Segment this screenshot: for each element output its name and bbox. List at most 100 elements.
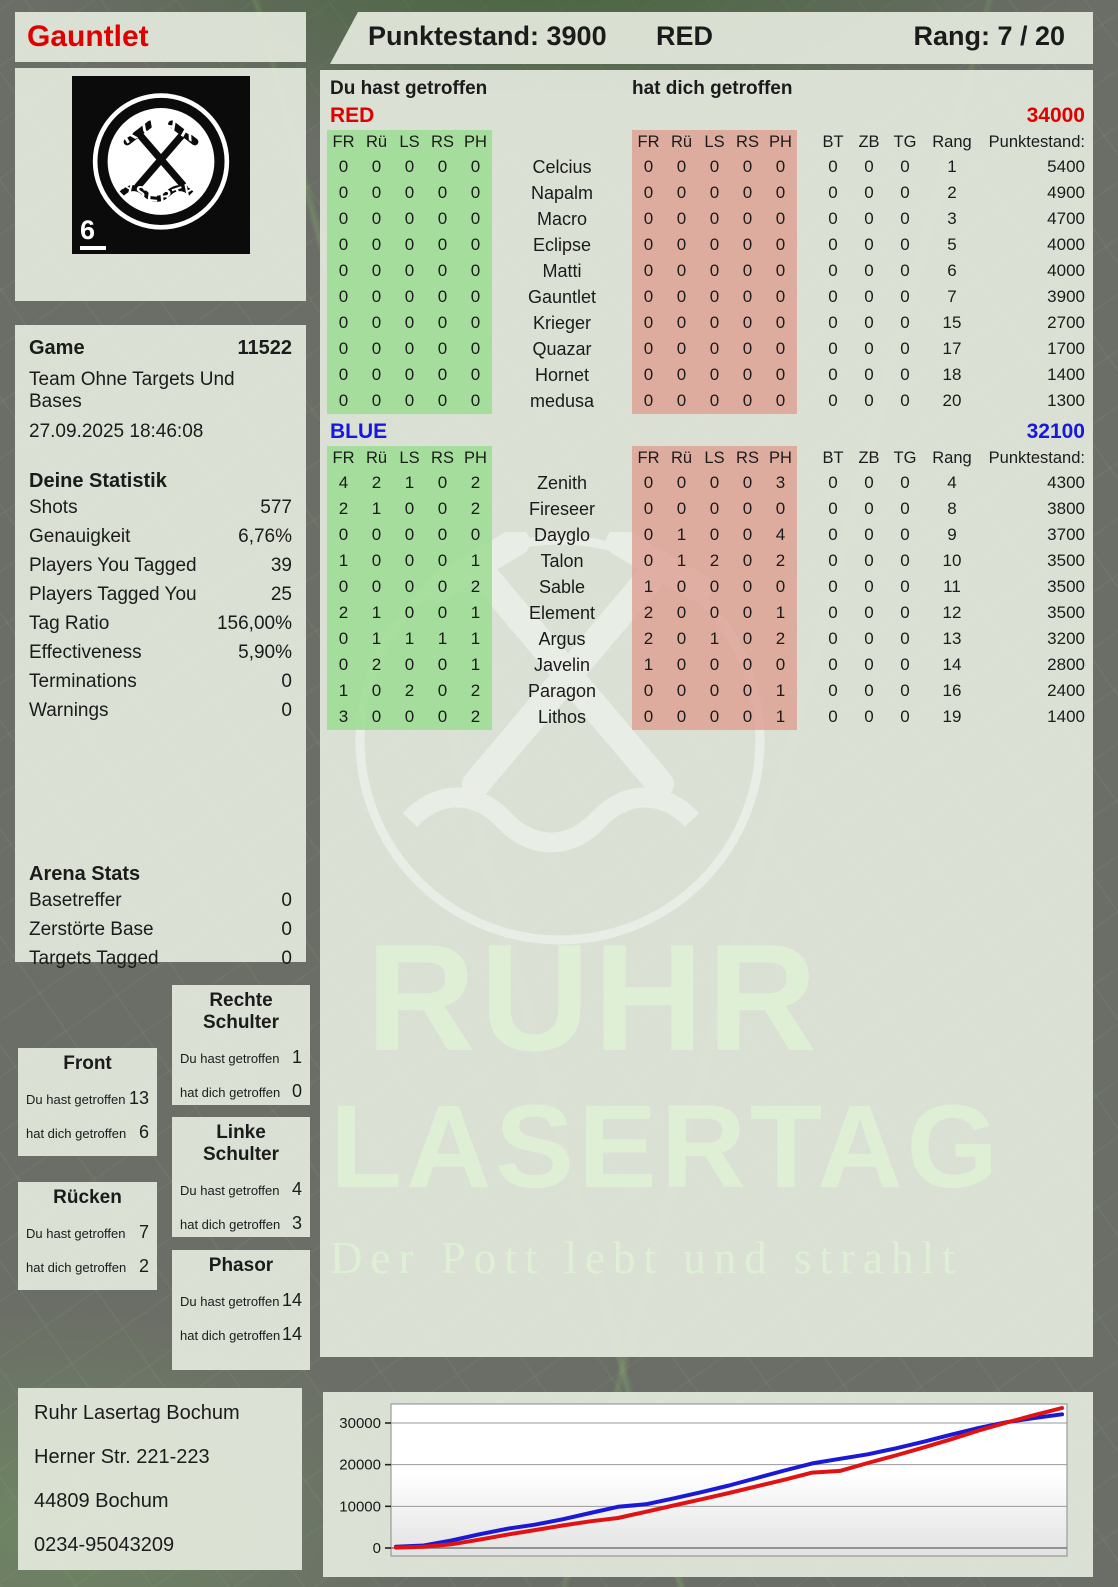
spacer xyxy=(797,388,815,414)
them-hit-cell: 0 xyxy=(665,470,698,496)
stat-row: Targets Tagged 0 xyxy=(29,944,292,973)
them-hit-cell: 0 xyxy=(731,154,764,180)
spacer xyxy=(797,284,815,310)
watermark-line2: LASERTAG xyxy=(330,1081,1003,1213)
score-cell: 4000 xyxy=(1047,261,1085,280)
rank-cell: 12 xyxy=(942,603,962,622)
extra-cell: 0 xyxy=(864,183,874,202)
score-cell: 4000 xyxy=(1047,235,1085,254)
player-col-header xyxy=(492,446,632,470)
them-hit-cell: 0 xyxy=(731,336,764,362)
them-hit-cell: 0 xyxy=(665,362,698,388)
them-hit-cell: 0 xyxy=(698,336,731,362)
them-hit-cell: 0 xyxy=(731,652,764,678)
them-hit-cell: 1 xyxy=(764,600,797,626)
zone-them-value: 14 xyxy=(281,1324,302,1344)
them-hit-cell: 0 xyxy=(665,310,698,336)
extra-cell: 0 xyxy=(828,707,838,726)
blue-team-table: FR Rü LS RS PH FR Rü LS RS PH BT ZB TG Rang Punktestan… xyxy=(320,446,1093,730)
them-hit-cell: 0 xyxy=(731,496,764,522)
player-name-cell: Gauntlet xyxy=(527,287,597,307)
col-header: LS xyxy=(393,446,426,470)
extra-cell: 0 xyxy=(864,603,874,622)
score-row: 3 0 0 0 2 Lithos 0 0 0 0 1 0 0 0 19 1400 xyxy=(320,704,1093,730)
club-logo-icon: RUHR LASERTAG xyxy=(92,93,230,230)
zone-title: Phasor xyxy=(208,1255,274,1276)
them-hit-cell: 1 xyxy=(764,678,797,704)
blue-team-section: BLUE 32100 FR Rü LS RS PH FR Rü LS RS PH BT ZB TG Ran… xyxy=(320,420,1093,730)
score-row: 0 0 0 0 2 Sable 1 0 0 0 0 0 0 0 11 3500 xyxy=(320,574,1093,600)
them-hit-cell: 0 xyxy=(665,678,698,704)
them-hit-cell: 0 xyxy=(731,470,764,496)
extra-cell: 0 xyxy=(900,577,910,596)
them-hit-cell: 0 xyxy=(764,232,797,258)
them-hit-cell: 0 xyxy=(665,626,698,652)
score-cell: 2700 xyxy=(1047,313,1085,332)
game-mode: Team Ohne Targets Und Bases xyxy=(29,369,235,412)
them-hit-cell: 2 xyxy=(764,626,797,652)
zone-right-shoulder: Rechte Schulter Du hast getroffen 1 hat d… xyxy=(172,985,310,1105)
score-cell: 3500 xyxy=(1047,551,1085,570)
player-name-cell: Javelin xyxy=(533,655,591,675)
them-hit-cell: 0 xyxy=(698,652,731,678)
player-name-cell: medusa xyxy=(529,391,595,411)
them-hit-cell: 0 xyxy=(665,574,698,600)
them-hit-cell: 0 xyxy=(665,704,698,730)
them-hit-cell: 1 xyxy=(632,652,665,678)
score-row: 1 0 0 0 1 Talon 0 1 2 0 2 0 0 0 10 3500 xyxy=(320,548,1093,574)
rank-cell: 1 xyxy=(947,157,957,176)
score-row: 0 0 0 0 0 Napalm 0 0 0 0 0 0 0 0 2 4900 xyxy=(320,180,1093,206)
you-hit-cell: 0 xyxy=(393,258,426,284)
stat-value: 156,00% xyxy=(216,612,292,634)
score-cell: 3900 xyxy=(1047,287,1085,306)
player-name-cell: Paragon xyxy=(527,681,597,701)
them-hit-cell: 0 xyxy=(764,258,797,284)
you-hit-cell: 1 xyxy=(360,496,393,522)
rank-cell: 9 xyxy=(947,525,957,544)
player-name-cell: Zenith xyxy=(536,473,588,493)
you-hit-cell: 0 xyxy=(393,652,426,678)
y-tick-label: 10000 xyxy=(339,1498,381,1515)
you-hit-cell: 1 xyxy=(327,548,360,574)
y-tick-label: 30000 xyxy=(339,1415,381,1432)
you-hit-cell: 0 xyxy=(426,574,459,600)
team-total: 32100 xyxy=(1026,420,1085,443)
them-hit-cell: 0 xyxy=(632,470,665,496)
them-hit-cell: 2 xyxy=(698,548,731,574)
them-hit-cell: 0 xyxy=(764,206,797,232)
spacer xyxy=(797,652,815,678)
you-hit-cell: 0 xyxy=(426,704,459,730)
address-lines: Ruhr Lasertag Bochum Herner Str. 221-223 4… xyxy=(34,1402,302,1557)
you-hit-cell: 2 xyxy=(459,470,492,496)
extra-cell: 0 xyxy=(828,339,838,358)
col-header: PH xyxy=(764,446,797,470)
game-number: 11522 xyxy=(237,337,292,359)
spacer xyxy=(797,600,815,626)
stat-value: 577 xyxy=(260,496,292,518)
stat-row: Warnings 0 xyxy=(29,696,292,725)
you-hit-cell: 0 xyxy=(426,678,459,704)
col-header: ZB xyxy=(858,449,880,467)
crossed-hammers-icon xyxy=(123,120,199,190)
extra-cell: 0 xyxy=(864,707,874,726)
scoreboard-panel: RUHR LASERTAG Der Pott lebt und strahlt … xyxy=(320,70,1093,1357)
you-hit-cell: 1 xyxy=(393,626,426,652)
col-header: PH xyxy=(459,446,492,470)
logo-panel: RUHR LASERTAG 6 xyxy=(15,68,306,301)
watermark-slogan: Der Pott lebt und strahlt xyxy=(330,1233,963,1283)
them-hit-cell: 0 xyxy=(698,388,731,414)
extra-cell: 0 xyxy=(900,525,910,544)
them-hit-cell: 0 xyxy=(731,600,764,626)
you-hit-cell: 0 xyxy=(360,336,393,362)
red-team-table: FR Rü LS RS PH FR Rü LS RS PH BT ZB TG Rang Punktestan… xyxy=(320,130,1093,414)
stats-panel: Game 11522 Team Ohne Targets Und Bases 2… xyxy=(15,325,306,969)
extra-cell: 0 xyxy=(900,681,910,700)
zone-them-value: 3 xyxy=(291,1213,302,1233)
them-hit-cell: 0 xyxy=(665,600,698,626)
spacer xyxy=(797,548,815,574)
extra-cell: 0 xyxy=(900,287,910,306)
them-hit-cell: 0 xyxy=(698,522,731,548)
stat-label: Terminations xyxy=(29,670,137,692)
you-hit-cell: 0 xyxy=(426,362,459,388)
you-hit-cell: 1 xyxy=(459,626,492,652)
